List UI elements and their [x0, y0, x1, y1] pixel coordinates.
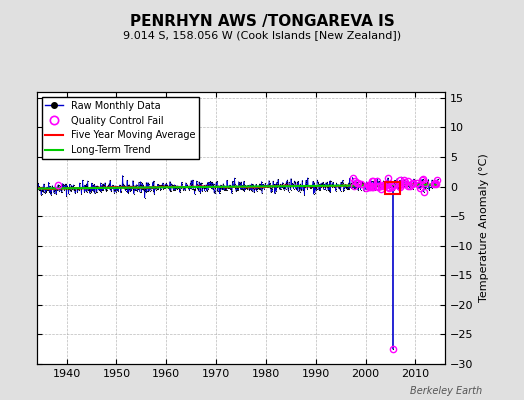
Y-axis label: Temperature Anomaly (°C): Temperature Anomaly (°C): [479, 154, 489, 302]
Text: 9.014 S, 158.056 W (Cook Islands [New Zealand]): 9.014 S, 158.056 W (Cook Islands [New Ze…: [123, 30, 401, 40]
Text: Berkeley Earth: Berkeley Earth: [410, 386, 482, 396]
Text: PENRHYN AWS /TONGAREVA IS: PENRHYN AWS /TONGAREVA IS: [129, 14, 395, 29]
Legend: Raw Monthly Data, Quality Control Fail, Five Year Moving Average, Long-Term Tren: Raw Monthly Data, Quality Control Fail, …: [41, 97, 199, 159]
Bar: [385, 182, 399, 194]
